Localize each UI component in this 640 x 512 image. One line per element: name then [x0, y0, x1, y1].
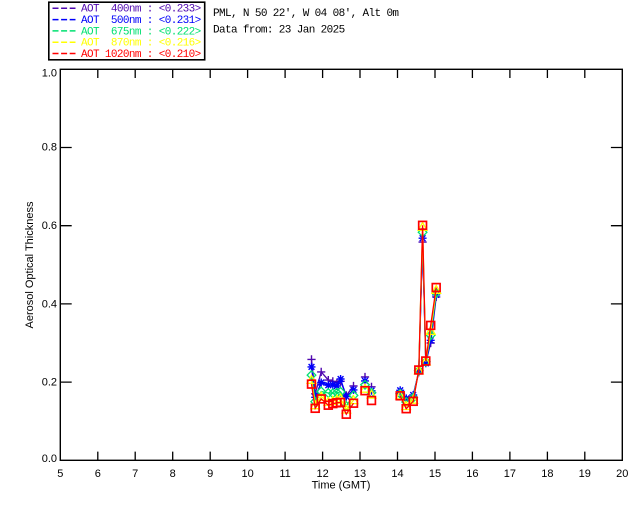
- svg-text:9: 9: [207, 468, 213, 480]
- svg-text:8: 8: [170, 468, 176, 480]
- svg-text:0.0: 0.0: [42, 453, 57, 465]
- svg-text:PML, N 50 22', W 04 08', Alt 0: PML, N 50 22', W 04 08', Alt 0m: [213, 8, 399, 20]
- svg-text:15: 15: [429, 468, 441, 480]
- svg-text:13: 13: [354, 468, 366, 480]
- svg-text:AOT 1020nm : <0.210>: AOT 1020nm : <0.210>: [81, 49, 201, 61]
- svg-text:AOT 500nm : <0.231>: AOT 500nm : <0.231>: [81, 15, 201, 27]
- svg-text:0.4: 0.4: [42, 298, 57, 310]
- svg-text:1.0: 1.0: [42, 68, 57, 80]
- svg-text:20: 20: [616, 468, 628, 480]
- svg-text:AOT 400nm : <0.233>: AOT 400nm : <0.233>: [81, 4, 201, 16]
- svg-text:Aerosol Optical Thickness: Aerosol Optical Thickness: [24, 201, 36, 328]
- svg-text:10: 10: [241, 468, 253, 480]
- svg-text:6: 6: [95, 468, 101, 480]
- svg-text:19: 19: [579, 468, 591, 480]
- svg-text:11: 11: [279, 468, 290, 480]
- svg-text:17: 17: [504, 468, 516, 480]
- svg-text:16: 16: [466, 468, 478, 480]
- svg-text:12: 12: [316, 468, 328, 480]
- svg-text:0.8: 0.8: [42, 142, 57, 154]
- svg-text:0.6: 0.6: [42, 220, 57, 232]
- svg-text:Time (GMT): Time (GMT): [312, 479, 371, 491]
- svg-text:5: 5: [57, 468, 63, 480]
- svg-text:7: 7: [132, 468, 138, 480]
- svg-text:AOT 870nm : <0.216>: AOT 870nm : <0.216>: [81, 38, 201, 50]
- svg-text:0.2: 0.2: [42, 377, 57, 389]
- svg-text:Data from: 23 Jan 2025: Data from: 23 Jan 2025: [213, 25, 345, 37]
- svg-text:18: 18: [541, 468, 553, 480]
- svg-text:AOT 675nm : <0.222>: AOT 675nm : <0.222>: [81, 26, 201, 38]
- svg-text:14: 14: [391, 468, 403, 480]
